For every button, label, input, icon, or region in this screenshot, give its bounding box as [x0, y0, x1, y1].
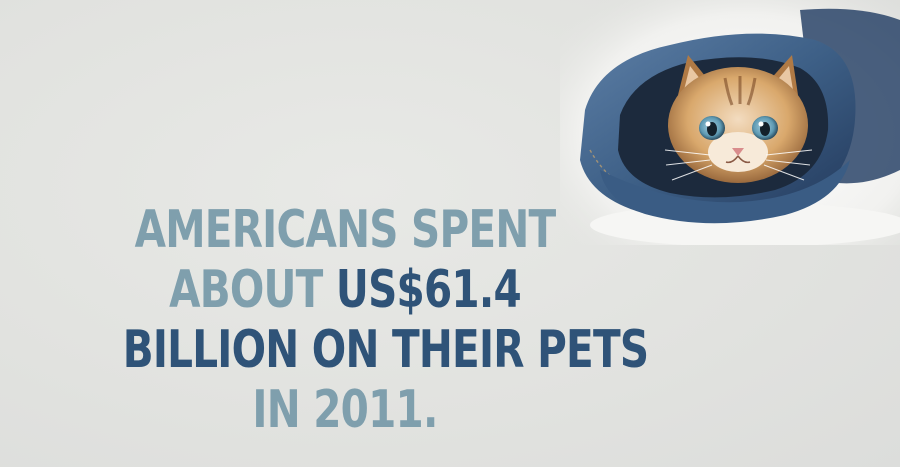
kitten — [664, 55, 813, 183]
fact-line-2: ABOUT US$61.4 — [123, 260, 568, 320]
fact-line-2-lead: ABOUT — [169, 260, 336, 320]
kitten-in-denim-icon — [560, 0, 900, 245]
denim-rim — [600, 160, 850, 224]
fact-line-4: IN 2011. — [252, 380, 438, 440]
fact-line-1: AMERICANS SPENT — [134, 200, 557, 260]
fact-line-3: BILLION ON THEIR PETS — [122, 320, 649, 380]
fact-text: AMERICANS SPENT ABOUT US$61.4 BILLION ON… — [60, 200, 649, 440]
fact-amount: US$61.4 — [335, 260, 522, 320]
